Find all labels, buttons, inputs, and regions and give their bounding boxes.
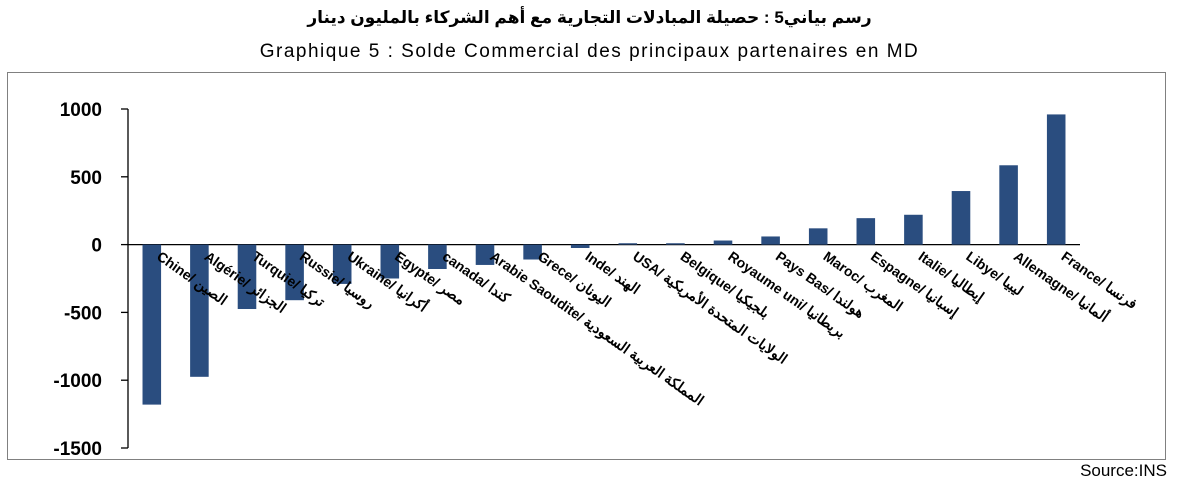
bar <box>808 228 828 245</box>
bar <box>951 191 971 245</box>
bar <box>332 244 352 284</box>
bar <box>761 236 780 245</box>
bar <box>1046 114 1066 245</box>
bar <box>999 165 1018 245</box>
bar <box>666 243 685 245</box>
chart-title: Graphique 5 : Solde Commercial des princ… <box>259 41 920 62</box>
bar <box>237 244 257 310</box>
bar <box>142 244 162 405</box>
y-tick-label: -1000 <box>53 371 102 392</box>
bar <box>428 244 447 270</box>
chart-frame <box>7 72 1166 460</box>
y-tick-label: -500 <box>64 303 102 324</box>
bar <box>285 244 304 301</box>
y-tick-label: 500 <box>70 168 102 189</box>
source-note: Source:INS <box>1080 461 1167 480</box>
bar <box>904 214 923 245</box>
bar <box>475 244 495 265</box>
bar <box>713 240 733 245</box>
y-tick-label: 1000 <box>60 100 102 121</box>
y-tick-label: 0 <box>91 236 102 257</box>
bar <box>570 244 590 248</box>
bar <box>190 244 209 377</box>
bars <box>142 114 1066 405</box>
bar <box>856 218 876 245</box>
bar <box>380 244 400 279</box>
bar <box>523 244 542 260</box>
chart-title-arabic: رسم بياني5 : حصيلة المبادلات التجارية مع… <box>307 8 872 27</box>
y-tick-label: -1500 <box>53 439 102 460</box>
bar <box>618 243 638 245</box>
